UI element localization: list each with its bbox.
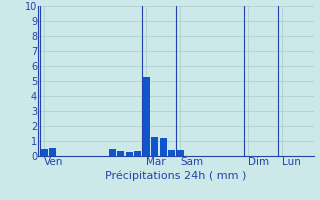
Bar bbox=[143, 76, 150, 156]
Bar bbox=[41, 148, 48, 156]
Bar bbox=[151, 137, 158, 156]
Bar bbox=[117, 151, 124, 156]
Bar bbox=[177, 150, 184, 156]
Bar bbox=[160, 138, 167, 156]
Bar bbox=[134, 151, 141, 156]
Bar bbox=[109, 148, 116, 156]
Bar bbox=[168, 150, 175, 156]
Bar bbox=[126, 152, 133, 156]
Bar bbox=[49, 148, 56, 156]
X-axis label: Précipitations 24h ( mm ): Précipitations 24h ( mm ) bbox=[105, 170, 247, 181]
